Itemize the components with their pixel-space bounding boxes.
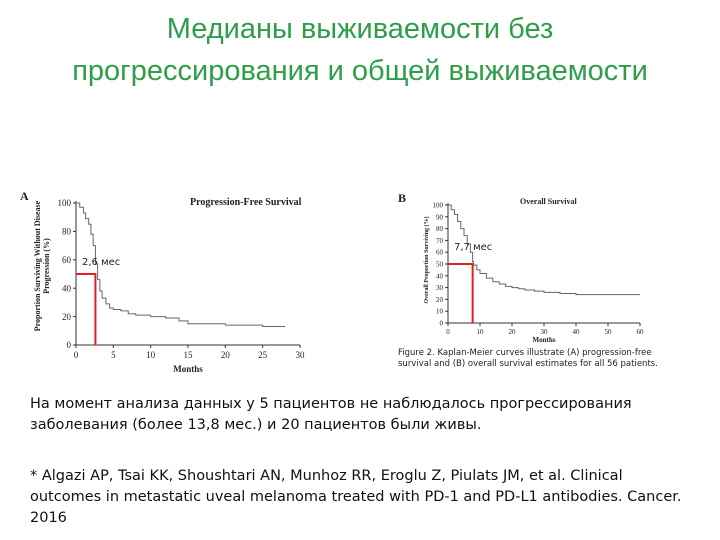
median-marker	[76, 273, 97, 345]
x-axis-label: Months	[173, 364, 203, 374]
x-tick-label: 60	[637, 328, 645, 336]
y-tick-label: 20	[436, 296, 444, 304]
y-axis-label-line: Proportion Surviving Without Disease	[33, 200, 42, 331]
median-marker	[448, 263, 474, 323]
x-tick-label: 30	[541, 328, 549, 336]
y-tick-label: 0	[67, 340, 72, 350]
survival-curve	[76, 202, 286, 328]
reference-line-2: outcomes in metastatic uveal melanoma tr…	[30, 489, 682, 505]
x-tick-label: 10	[477, 328, 485, 336]
x-axis-label: Months	[533, 336, 556, 344]
chart-panel-a: A Progression-Free Survival 0 20 40 60 80 100 0 5…	[20, 189, 305, 374]
y-tick-label: 30	[436, 284, 444, 292]
x-tick-label: 25	[258, 350, 268, 360]
panel-label: A	[20, 189, 29, 203]
y-tick-label: 100	[58, 198, 72, 208]
slide-title-line-1: Медианы выживаемости без	[166, 13, 554, 45]
panel-label: B	[398, 191, 406, 205]
analysis-note: На момент анализа данных у 5 пациентов н…	[30, 394, 700, 436]
x-tick-label: 50	[605, 328, 613, 336]
median-label: 2,6 мес	[82, 257, 120, 268]
reference-citation: * Algazi AP, Tsai KK, Shoushtari AN, Mun…	[30, 466, 700, 529]
y-tick-label: 60	[436, 249, 444, 257]
x-tick-label: 15	[184, 350, 194, 360]
y-tick-label: 20	[62, 312, 72, 322]
reference-line-1: * Algazi AP, Tsai KK, Shoushtari AN, Mun…	[30, 468, 623, 484]
survival-curve	[448, 204, 640, 296]
y-tick-label: 60	[62, 255, 72, 265]
y-tick-label: 90	[436, 213, 444, 221]
y-tick-label: 80	[62, 227, 72, 237]
x-tick-label: 0	[446, 328, 450, 336]
y-tick-label: 50	[436, 260, 444, 268]
chart-title: Progression-Free Survival	[190, 197, 302, 208]
x-tick-label: 40	[573, 328, 581, 336]
chart-panel-b: B Overall Survival 0 10 20 30 40 50 60 70 80 90 100 0…	[398, 191, 644, 344]
y-tick-label: 40	[436, 272, 444, 280]
slide-title-line-2: прогрессирования и общей выживаемости	[72, 55, 648, 87]
analysis-note-line-1: На момент анализа данных у 5 пациентов н…	[30, 396, 632, 412]
chart-title: Overall Survival	[520, 197, 577, 206]
x-tick-label: 5	[111, 350, 116, 360]
figure-caption-line: survival and (B) overall survival estima…	[398, 359, 658, 369]
x-tick-label: 0	[74, 350, 79, 360]
y-axis-label: Overall Proportion Surviving (%)	[423, 216, 430, 303]
y-tick-label: 10	[436, 308, 444, 316]
median-label: 7,7 мес	[454, 242, 492, 253]
y-tick-label: 0	[440, 319, 444, 327]
reference-line-3: 2016	[30, 510, 67, 526]
figure-caption-line: Figure 2. Kaplan-Meier curves illustrate…	[398, 348, 652, 358]
y-tick-label: 100	[433, 201, 444, 209]
x-tick-label: 10	[146, 350, 156, 360]
y-tick-label: 70	[436, 237, 444, 245]
slide-title: Медианы выживаемости без прогрессировани…	[0, 8, 720, 92]
x-tick-label: 20	[221, 350, 231, 360]
x-tick-label: 30	[296, 350, 306, 360]
y-axis-label-line: Progression (%)	[42, 238, 51, 294]
x-tick-label: 20	[509, 328, 517, 336]
y-axis-label: Proportion Surviving Without DiseaseProg…	[33, 200, 51, 331]
y-tick-label: 80	[436, 225, 444, 233]
y-axis-label-line: Overall Proportion Surviving (%)	[423, 216, 430, 303]
y-tick-label: 40	[62, 283, 72, 293]
analysis-note-line-2: заболевания (более 13,8 мес.) и 20 пацие…	[30, 417, 482, 433]
